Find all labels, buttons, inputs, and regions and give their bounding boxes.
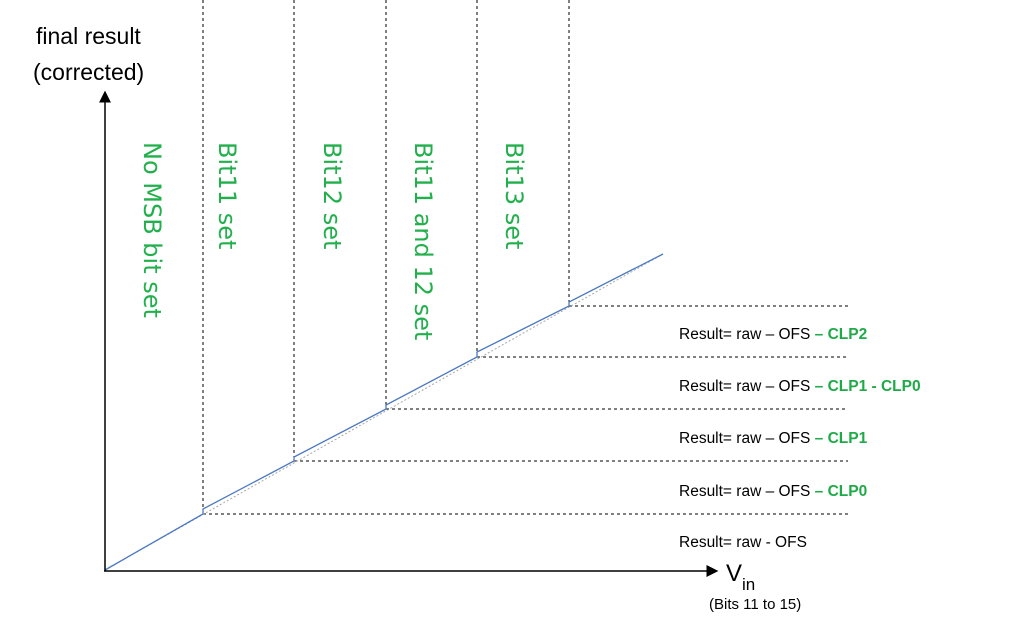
y-axis-label-line2: (corrected) bbox=[33, 59, 144, 85]
ideal-line bbox=[104, 253, 664, 571]
result-formula-base: Result= raw - OFS bbox=[679, 534, 807, 551]
result-formula-clp1: Result= raw – OFS – CLP1 bbox=[679, 430, 868, 447]
x-axis-label-main: V bbox=[726, 560, 742, 587]
x-axis-label-subscript: in bbox=[742, 575, 755, 594]
region-label-bit12: Bit12 set bbox=[318, 142, 346, 249]
region-label-no-msb: No MSB bit set bbox=[138, 142, 166, 318]
y-axis-label-line1: final result bbox=[36, 23, 141, 49]
result-formula-clp2: Result= raw – OFS – CLP2 bbox=[679, 326, 867, 343]
result-formula-clp0: Result= raw – OFS – CLP0 bbox=[679, 483, 867, 500]
x-axis-label: Vin bbox=[726, 560, 755, 594]
result-formula-clp1-clp0: Result= raw – OFS – CLP1 - CLP0 bbox=[679, 378, 921, 395]
x-axis-note: (Bits 11 to 15) bbox=[709, 596, 801, 613]
region-label-bit11-12: Bit11 and 12 set bbox=[409, 142, 437, 340]
region-label-bit13: Bit13 set bbox=[500, 142, 528, 249]
region-label-bit11: Bit11 set bbox=[213, 142, 241, 249]
transfer-curve bbox=[104, 253, 664, 571]
